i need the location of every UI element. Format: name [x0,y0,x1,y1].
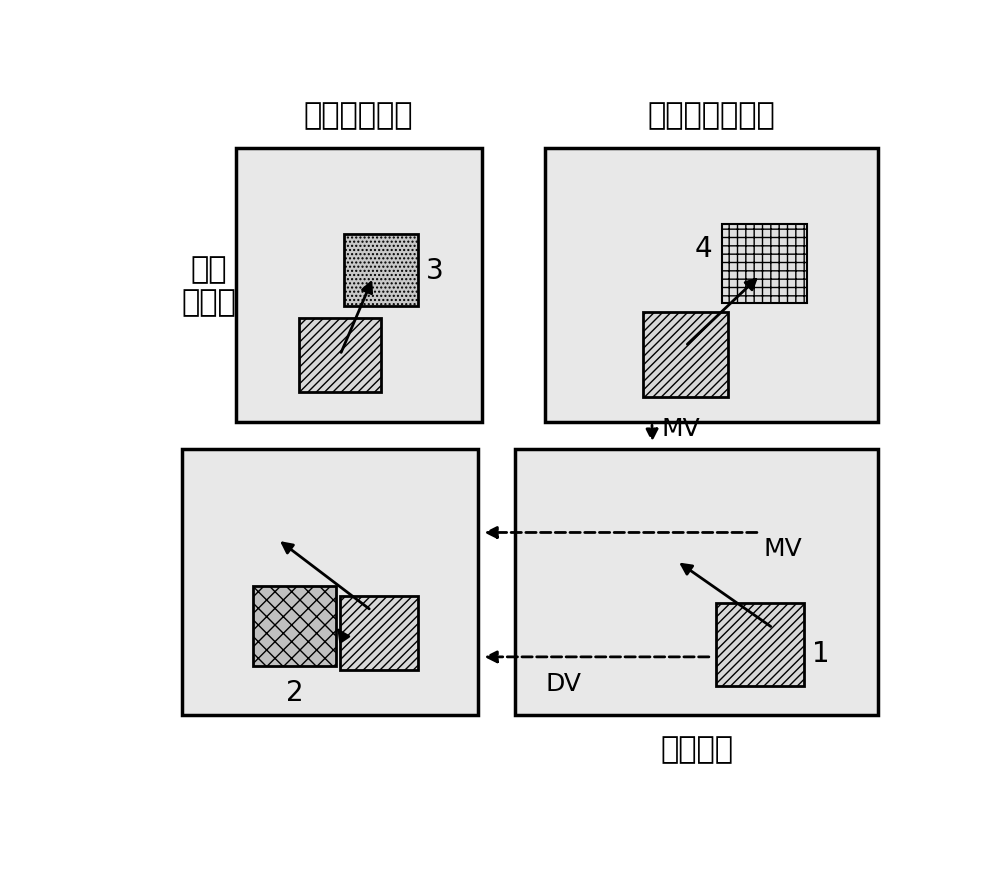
Text: 基本视点信息: 基本视点信息 [304,101,413,130]
Text: 时域
参考帧: 时域 参考帧 [181,254,236,317]
Text: DV: DV [546,671,582,695]
Text: 1: 1 [812,639,829,667]
Bar [344,234,418,307]
Bar [236,149,482,423]
Bar [515,449,878,715]
Text: 2: 2 [286,678,303,706]
Text: 3: 3 [426,257,443,284]
Bar [722,225,807,303]
Text: 当前图像: 当前图像 [660,734,733,763]
Bar [340,596,418,671]
Bar [299,319,381,392]
Text: 非基本视点信息: 非基本视点信息 [648,101,776,130]
Bar [182,449,478,715]
Bar [643,313,728,397]
Text: MV: MV [764,537,802,560]
Bar [716,603,804,686]
Bar [545,149,878,423]
Text: 4: 4 [695,234,712,262]
Bar [253,586,336,667]
Text: MV: MV [661,417,700,440]
